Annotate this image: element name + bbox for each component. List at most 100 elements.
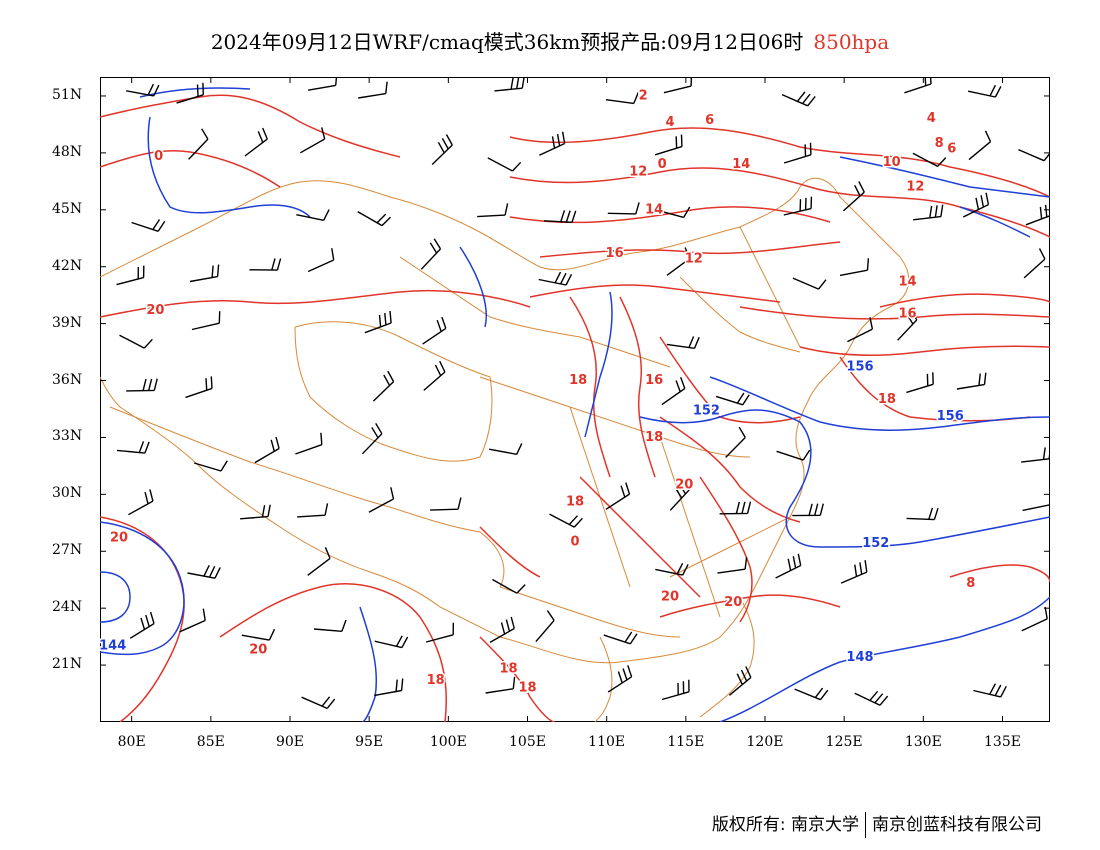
- wind-barb: [663, 77, 693, 94]
- wind-barb: [119, 334, 153, 349]
- temperature-label: 8: [935, 136, 944, 151]
- temperature-label: 2: [639, 89, 648, 104]
- temperature-label: 12: [629, 164, 647, 179]
- wind-barb: [794, 687, 829, 701]
- wind-barb: [1022, 494, 1050, 512]
- temperature-label: 16: [606, 246, 624, 261]
- wind-barb: [535, 610, 555, 643]
- lat-tick-label: 45N: [52, 200, 83, 217]
- border-line: [699, 596, 755, 718]
- geopotential-contour-line: [100, 521, 185, 656]
- lon-tick-label: 105E: [509, 734, 546, 750]
- temperature-label: 14: [732, 157, 750, 172]
- wind-barb: [176, 82, 204, 104]
- wind-barb: [422, 316, 447, 345]
- wind-barb: [179, 608, 206, 633]
- border-line: [479, 376, 751, 458]
- temperature-contour-line: [619, 296, 656, 478]
- lon-tick-label: 110E: [588, 734, 626, 750]
- temperature-label: 20: [675, 477, 693, 492]
- temperature-label: 14: [645, 202, 663, 217]
- geopotential-contour-line: [719, 596, 1050, 722]
- wind-barb: [1025, 204, 1050, 226]
- wind-barb: [373, 678, 404, 697]
- wind-barb: [361, 423, 383, 455]
- title-main: 2024年09月12日WRF/cmaq模式36km预报产品:09月12日06时: [210, 30, 804, 54]
- height-label: 152: [862, 536, 889, 551]
- temperature-label: 10: [883, 155, 901, 170]
- wind-barb: [492, 578, 526, 594]
- lat-tick-label: 21N: [52, 656, 83, 673]
- geopotential-contour-line: [139, 87, 251, 98]
- wind-barb: [666, 247, 691, 276]
- wind-barb: [313, 619, 347, 632]
- wind-barb: [244, 127, 268, 157]
- wind-barb: [973, 683, 1007, 698]
- temperature-label: 0: [658, 157, 667, 172]
- lon-tick-label: 115E: [667, 734, 705, 750]
- temperature-label: 0: [570, 534, 579, 549]
- chart-title: 2024年09月12日WRF/cmaq模式36km预报产品:09月12日06时 8…: [0, 26, 1100, 55]
- wind-barb: [906, 507, 939, 521]
- geopotential-contour-line: [639, 409, 1050, 548]
- wind-barb: [431, 134, 453, 166]
- temperature-contour-line: [539, 241, 841, 258]
- temperature-label: 16: [898, 307, 916, 322]
- wind-barb: [842, 181, 865, 212]
- wind-barb: [430, 497, 462, 511]
- wind-barb: [485, 676, 516, 694]
- wind-barb: [906, 372, 934, 394]
- wind-barb: [477, 203, 509, 218]
- wind-barb: [126, 83, 160, 97]
- wind-barb: [654, 134, 683, 156]
- lat-tick-label: 33N: [52, 428, 83, 445]
- temperature-label: 18: [518, 680, 536, 695]
- lon-tick-label: 85E: [196, 734, 225, 750]
- temperature-label: 16: [645, 373, 663, 388]
- wind-barb: [549, 513, 583, 528]
- temperature-label: 18: [569, 373, 587, 388]
- temperature-label: 18: [645, 430, 663, 445]
- wind-barb: [193, 460, 228, 472]
- wind-barb: [904, 77, 932, 94]
- lat-tick-label: 30N: [52, 485, 83, 502]
- wind-barb: [538, 271, 573, 286]
- wind-barb: [494, 77, 525, 92]
- temperature-label: 12: [906, 180, 924, 195]
- wind-barb: [185, 376, 213, 399]
- wind-barb: [847, 317, 874, 343]
- wind-barb: [131, 219, 166, 232]
- temperature-label: 18: [427, 673, 445, 688]
- border-line: [669, 516, 791, 578]
- wind-barb: [854, 690, 889, 706]
- temperature-label: 0: [154, 149, 163, 164]
- wind-barb: [189, 264, 220, 283]
- wind-barb: [249, 258, 282, 271]
- wind-barb: [962, 192, 990, 218]
- wind-barb: [792, 277, 827, 290]
- temperature-contour-line: [879, 293, 1050, 308]
- geopotential-contour-line: [959, 206, 1031, 238]
- wind-barb: [607, 202, 640, 215]
- wind-barb: [301, 696, 336, 710]
- wind-barb: [661, 679, 690, 701]
- wind-barb: [307, 248, 335, 273]
- footer-left: 版权所有: 南京大学: [711, 815, 859, 835]
- wind-barb: [358, 81, 388, 99]
- geopotential-contour-line: [459, 246, 487, 328]
- wind-barb: [372, 370, 395, 402]
- wind-barb: [603, 631, 638, 645]
- temperature-label: 20: [110, 531, 128, 546]
- temperature-contour-line: [100, 149, 281, 188]
- lon-tick-label: 130E: [904, 734, 942, 750]
- wind-barb: [661, 376, 686, 406]
- wind-barb: [719, 501, 752, 515]
- wind-barb: [307, 77, 338, 91]
- wind-barb: [775, 553, 802, 579]
- temperature-label: 18: [878, 392, 896, 407]
- wind-barb: [656, 206, 691, 219]
- temperature-contour-line: [509, 167, 1050, 238]
- wind-barb: [783, 142, 812, 164]
- wind-barb: [605, 482, 631, 510]
